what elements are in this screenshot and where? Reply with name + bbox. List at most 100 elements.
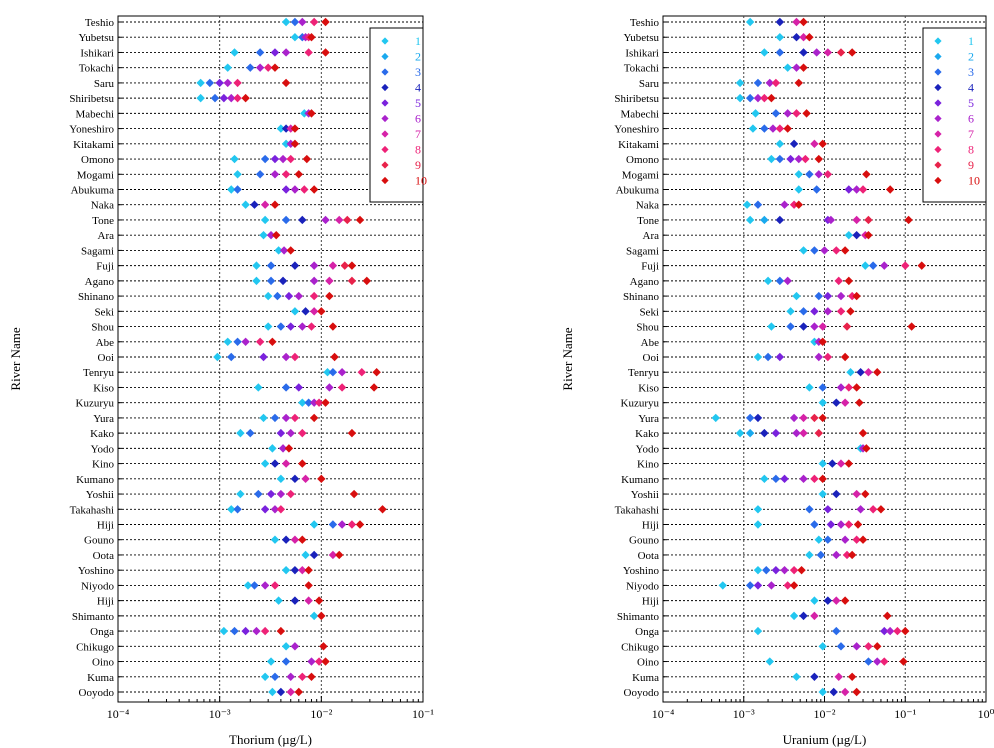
data-point <box>335 550 344 560</box>
data-point <box>281 565 291 575</box>
data-point <box>812 185 821 194</box>
data-point <box>281 215 291 225</box>
data-point <box>362 276 371 286</box>
y-tick-label: Oino <box>637 657 660 669</box>
data-point <box>266 261 276 270</box>
data-point <box>266 230 276 240</box>
y-tick-label: Agano <box>85 276 115 288</box>
data-point <box>233 93 242 103</box>
data-point <box>814 291 824 301</box>
data-point <box>855 398 864 407</box>
y-tick-label: Yura <box>638 413 659 425</box>
data-point <box>286 489 295 499</box>
y-tick-label: Yoneshiro <box>614 124 659 136</box>
y-tick-label: Abukuma <box>616 185 660 197</box>
y-tick-label: Shimanto <box>617 611 660 623</box>
data-point <box>775 215 785 225</box>
data-point <box>873 368 882 377</box>
data-point <box>792 672 801 681</box>
data-point <box>227 505 236 514</box>
data-point <box>789 611 799 621</box>
data-point <box>254 489 263 499</box>
data-point <box>771 109 781 118</box>
data-point <box>805 33 814 42</box>
data-point <box>233 170 242 179</box>
data-point <box>760 93 769 103</box>
data-point <box>832 398 841 407</box>
data-point <box>786 307 795 316</box>
y-tick-label: Oino <box>92 657 115 669</box>
y-tick-label: Mabechi <box>621 108 659 120</box>
data-point <box>304 48 313 57</box>
data-point <box>799 428 808 438</box>
y-tick-label: Shinano <box>623 291 660 303</box>
data-point <box>266 489 276 499</box>
data-point <box>840 352 850 362</box>
y-tick-label: Kino <box>637 459 660 471</box>
data-point <box>810 413 819 423</box>
data-point <box>298 398 307 407</box>
data-point <box>276 322 286 331</box>
data-point <box>294 687 303 697</box>
data-point <box>771 565 781 575</box>
data-point <box>307 322 316 331</box>
data-point <box>864 657 873 666</box>
data-point <box>753 413 763 423</box>
data-point <box>899 657 908 666</box>
data-point <box>840 687 850 697</box>
data-point <box>309 185 319 194</box>
data-point <box>846 307 855 316</box>
y-tick-label: Ishikari <box>80 47 114 59</box>
data-point <box>298 428 307 438</box>
data-point <box>883 611 892 621</box>
data-point <box>760 215 769 225</box>
data-point <box>301 307 310 316</box>
data-point <box>775 276 785 286</box>
data-point <box>844 459 854 468</box>
data-point <box>856 368 865 377</box>
data-point <box>337 383 347 392</box>
data-point <box>794 170 803 179</box>
data-point <box>792 63 801 72</box>
data-point <box>328 368 338 377</box>
y-tick-label: Yoshino <box>623 565 660 577</box>
data-point <box>276 428 286 438</box>
legend-box <box>922 27 987 203</box>
data-point <box>786 322 795 331</box>
data-point <box>314 596 324 605</box>
data-point <box>852 291 861 301</box>
y-tick-label: Naka <box>91 200 114 212</box>
data-point <box>847 550 857 560</box>
data-point <box>783 276 792 286</box>
data-point <box>335 215 344 225</box>
y-tick-label: Kino <box>92 459 115 471</box>
y-tick-label: Tenryu <box>83 367 114 379</box>
data-point <box>270 200 280 209</box>
legend-label: 5 <box>968 96 974 110</box>
data-point <box>771 78 781 88</box>
data-point <box>276 474 286 484</box>
y-tick-label: Sagami <box>626 245 659 257</box>
data-point <box>274 246 283 255</box>
data-point <box>276 505 286 514</box>
y-tick-label: Mogami <box>622 169 659 181</box>
y-tick-label: Shou <box>91 322 114 334</box>
data-point <box>290 33 300 42</box>
data-point <box>873 657 882 666</box>
y-tick-label: Ooyodo <box>79 687 115 699</box>
data-point <box>298 322 307 331</box>
y-tick-label: Hiji <box>97 596 114 608</box>
y-tick-label: Mogami <box>77 169 114 181</box>
data-point <box>276 626 286 636</box>
data-point <box>846 368 855 377</box>
data-point <box>304 398 313 407</box>
data-point <box>832 489 841 499</box>
data-point <box>241 93 250 103</box>
data-point <box>810 596 819 605</box>
y-tick-label: Shimanto <box>72 611 115 623</box>
data-point <box>246 428 255 438</box>
data-point <box>294 383 303 392</box>
y-tick-label: Saru <box>639 78 660 90</box>
data-point <box>281 124 291 133</box>
data-point <box>783 581 792 590</box>
